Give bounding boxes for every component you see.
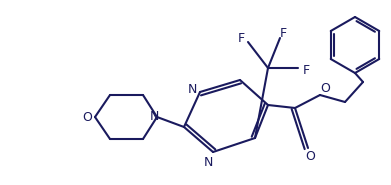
Text: O: O xyxy=(82,110,92,124)
Text: O: O xyxy=(320,82,330,95)
Text: N: N xyxy=(149,110,159,122)
Text: O: O xyxy=(305,151,315,164)
Text: F: F xyxy=(237,31,244,45)
Text: F: F xyxy=(280,26,287,40)
Text: N: N xyxy=(203,156,213,169)
Text: F: F xyxy=(302,63,310,77)
Text: N: N xyxy=(187,83,197,95)
